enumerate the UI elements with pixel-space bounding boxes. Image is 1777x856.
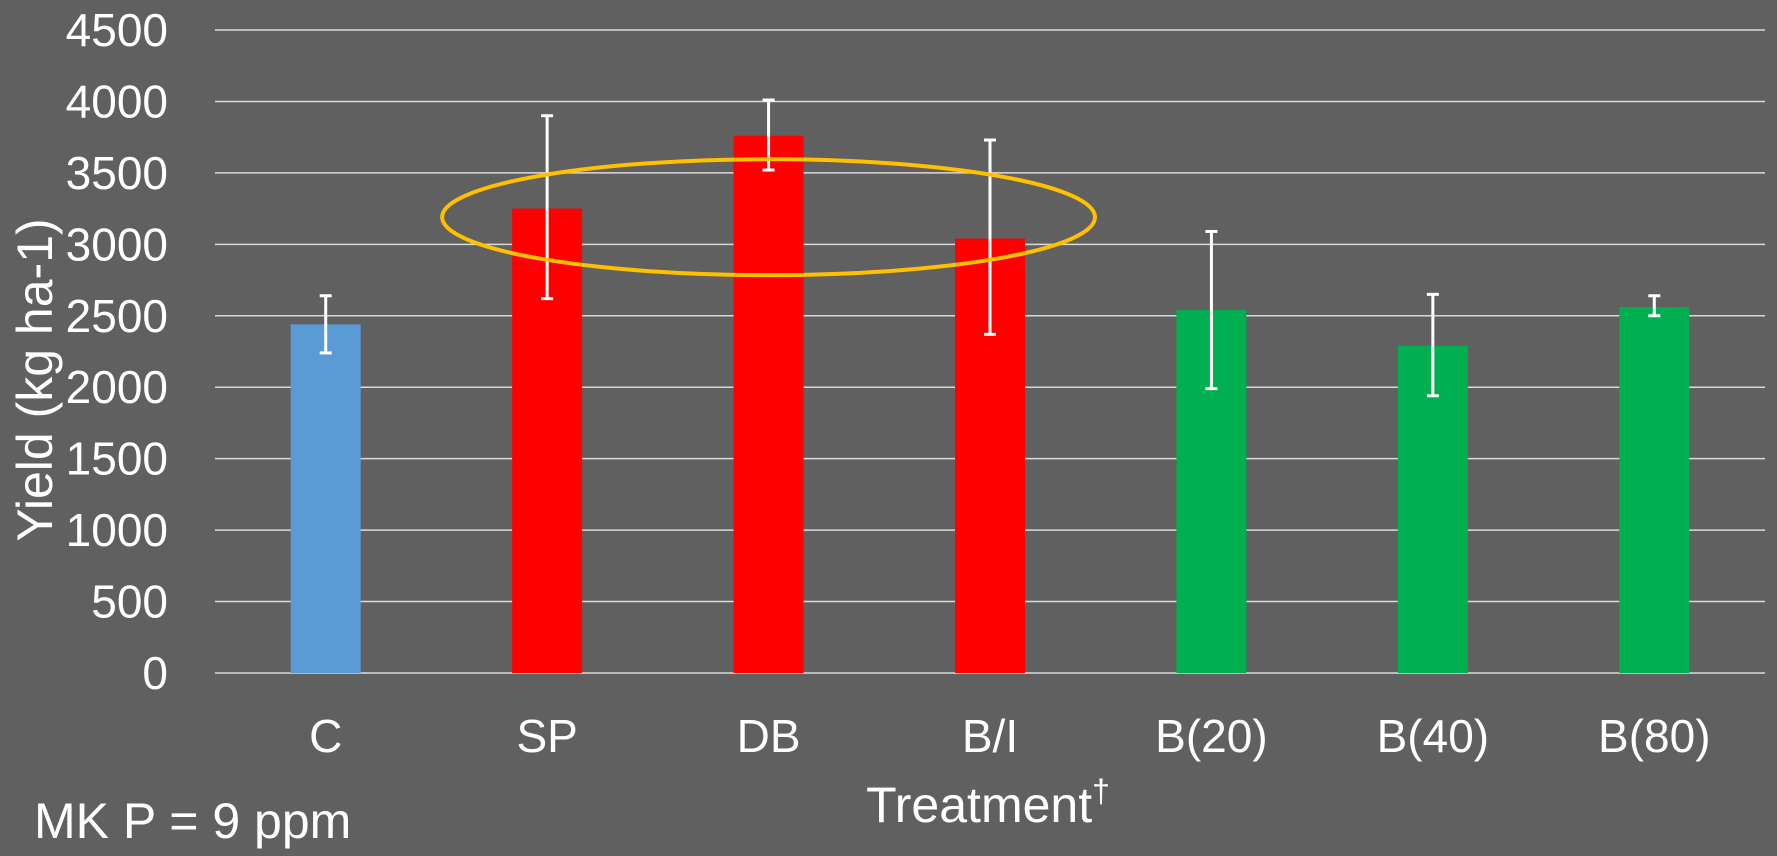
y-tick-label: 2500 <box>66 290 168 342</box>
x-axis-tick-labels: C SP DB B/I B(20) B(40) B(80) <box>309 710 1710 762</box>
y-tick-label: 500 <box>91 576 168 628</box>
error-bar <box>984 138 996 336</box>
x-tick-label: B/I <box>962 710 1018 762</box>
y-tick-label: 4000 <box>66 75 168 127</box>
error-bar <box>1426 292 1439 398</box>
y-tick-label: 1500 <box>66 433 168 485</box>
y-tick-label: 4500 <box>66 4 168 56</box>
x-axis-title: Treatment† <box>866 773 1110 833</box>
error-bar <box>319 294 332 355</box>
y-tick-label: 1000 <box>66 504 168 556</box>
x-axis-title-superscript: † <box>1092 773 1110 809</box>
error-bar <box>541 114 554 301</box>
y-tick-label: 3000 <box>66 218 168 270</box>
y-tick-label: 2000 <box>66 361 168 413</box>
bar <box>733 135 804 673</box>
error-bar <box>1205 229 1218 391</box>
x-tick-label: C <box>309 710 342 762</box>
x-tick-label: B(80) <box>1598 710 1710 762</box>
x-axis-title-text: Treatment <box>866 777 1092 833</box>
x-tick-label: SP <box>516 710 577 762</box>
y-axis-title: Yield (kg ha-1) <box>7 218 63 541</box>
y-tick-label: 3500 <box>66 147 168 199</box>
bar <box>290 324 361 673</box>
bar <box>1619 307 1690 673</box>
y-axis-tick-labels: 0 500 1000 1500 2000 2500 3000 3500 4000 4500 <box>66 4 168 699</box>
y-tick-label: 0 <box>142 647 168 699</box>
bar <box>1397 345 1468 673</box>
x-tick-label: B(40) <box>1377 710 1489 762</box>
x-tick-label: B(20) <box>1155 710 1267 762</box>
soil-p-note: MK P = 9 ppm <box>34 793 351 849</box>
highlight-ellipse <box>440 157 1097 278</box>
x-tick-label: DB <box>737 710 801 762</box>
error-bar <box>1648 294 1661 318</box>
bars <box>290 135 1690 673</box>
highlight-layer <box>440 157 1097 278</box>
